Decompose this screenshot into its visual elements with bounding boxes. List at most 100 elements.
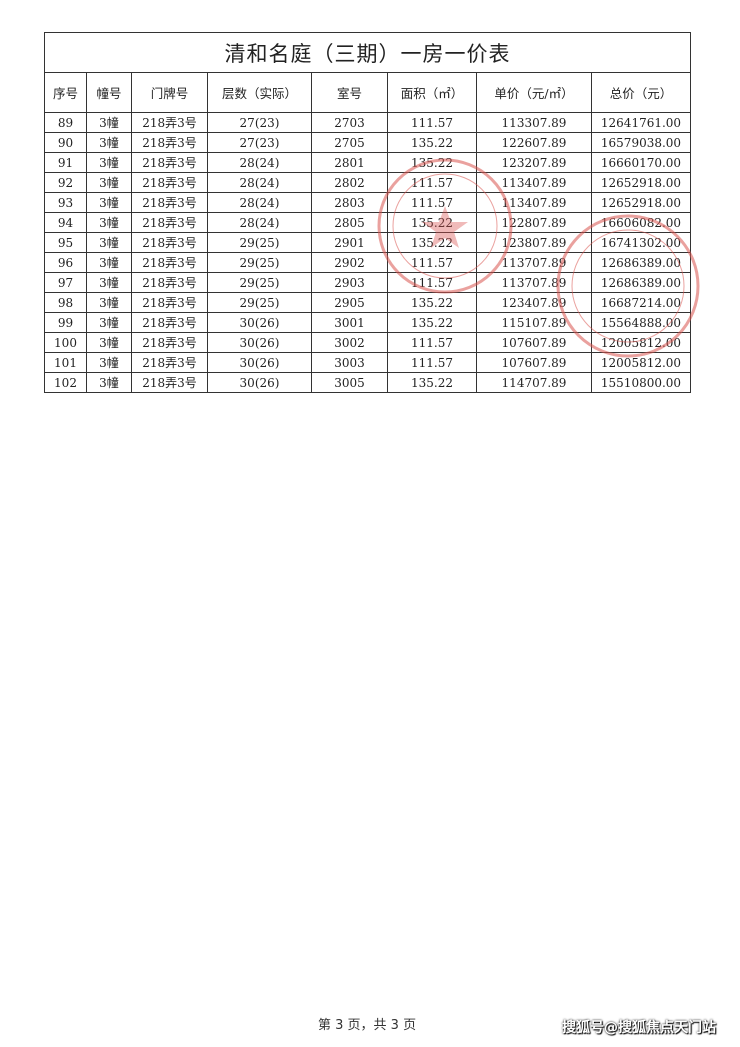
table-cell: 113707.89 bbox=[476, 252, 592, 273]
table-cell: 12005812.00 bbox=[591, 352, 691, 373]
table-cell: 3幢 bbox=[86, 232, 132, 253]
table-cell: 218弄3号 bbox=[131, 292, 208, 313]
table-cell: 16741302.00 bbox=[591, 232, 691, 253]
table-cell: 111.57 bbox=[387, 332, 477, 353]
table-cell: 3幢 bbox=[86, 152, 132, 173]
table-row: 100 3幢 218弄3号 30(26) 3002 111.57 107607.89 1200… bbox=[44, 332, 691, 353]
table-cell: 218弄3号 bbox=[131, 272, 208, 293]
table-row: 90 3幢 218弄3号 27(23) 2705 135.22 122607.89 16579… bbox=[44, 132, 691, 153]
column-header: 总价（元） bbox=[591, 72, 691, 113]
table-cell: 218弄3号 bbox=[131, 252, 208, 273]
table-row: 96 3幢 218弄3号 29(25) 2902 111.57 113707.89 12686… bbox=[44, 252, 691, 273]
table-cell: 3幢 bbox=[86, 192, 132, 213]
table-cell: 30(26) bbox=[207, 332, 312, 353]
table-cell: 15510800.00 bbox=[591, 372, 691, 393]
table-row: 92 3幢 218弄3号 28(24) 2802 111.57 113407.89 12652… bbox=[44, 172, 691, 193]
table-cell: 95 bbox=[44, 232, 87, 253]
table-cell: 16579038.00 bbox=[591, 132, 691, 153]
table-row: 101 3幢 218弄3号 30(26) 3003 111.57 107607.89 1200… bbox=[44, 352, 691, 373]
table-cell: 111.57 bbox=[387, 252, 477, 273]
table-cell: 16606082.00 bbox=[591, 212, 691, 233]
table-cell: 135.22 bbox=[387, 232, 477, 253]
column-header: 序号 bbox=[44, 72, 87, 113]
table-cell: 123807.89 bbox=[476, 232, 592, 253]
table-cell: 113407.89 bbox=[476, 172, 592, 193]
table-cell: 107607.89 bbox=[476, 332, 592, 353]
table-cell: 29(25) bbox=[207, 292, 312, 313]
table-cell: 12005812.00 bbox=[591, 332, 691, 353]
table-cell: 2805 bbox=[311, 212, 388, 233]
table-cell: 16660170.00 bbox=[591, 152, 691, 173]
table-cell: 102 bbox=[44, 372, 87, 393]
table-cell: 29(25) bbox=[207, 232, 312, 253]
table-cell: 89 bbox=[44, 112, 87, 133]
table-cell: 28(24) bbox=[207, 212, 312, 233]
table-cell: 135.22 bbox=[387, 212, 477, 233]
table-row: 102 3幢 218弄3号 30(26) 3005 135.22 114707.89 1551… bbox=[44, 372, 691, 393]
column-header: 单价（元/㎡） bbox=[476, 72, 592, 113]
table-cell: 218弄3号 bbox=[131, 172, 208, 193]
table-cell: 12641761.00 bbox=[591, 112, 691, 133]
watermark: 搜狐号@搜狐焦点天门站 bbox=[562, 1020, 716, 1036]
table-cell: 111.57 bbox=[387, 192, 477, 213]
table-cell: 218弄3号 bbox=[131, 112, 208, 133]
table-cell: 3005 bbox=[311, 372, 388, 393]
table-cell: 3001 bbox=[311, 312, 388, 333]
table-cell: 113707.89 bbox=[476, 272, 592, 293]
table-row: 98 3幢 218弄3号 29(25) 2905 135.22 123407.89 16687… bbox=[44, 292, 691, 313]
table-cell: 114707.89 bbox=[476, 372, 592, 393]
table-cell: 135.22 bbox=[387, 292, 477, 313]
table-cell: 90 bbox=[44, 132, 87, 153]
table-cell: 3幢 bbox=[86, 172, 132, 193]
table-cell: 2901 bbox=[311, 232, 388, 253]
table-cell: 218弄3号 bbox=[131, 192, 208, 213]
table-cell: 93 bbox=[44, 192, 87, 213]
table-cell: 27(23) bbox=[207, 132, 312, 153]
table-cell: 218弄3号 bbox=[131, 152, 208, 173]
table-cell: 218弄3号 bbox=[131, 132, 208, 153]
table-cell: 98 bbox=[44, 292, 87, 313]
table-cell: 3幢 bbox=[86, 292, 132, 313]
table-cell: 3幢 bbox=[86, 332, 132, 353]
table-row: 89 3幢 218弄3号 27(23) 2703 111.57 113307.89 12641… bbox=[44, 112, 691, 133]
table-cell: 30(26) bbox=[207, 372, 312, 393]
table-cell: 92 bbox=[44, 172, 87, 193]
table-cell: 2801 bbox=[311, 152, 388, 173]
table-cell: 3幢 bbox=[86, 312, 132, 333]
table-row: 95 3幢 218弄3号 29(25) 2901 135.22 123807.89 16741… bbox=[44, 232, 691, 253]
table-row: 97 3幢 218弄3号 29(25) 2903 111.57 113707.89 12686… bbox=[44, 272, 691, 293]
table-cell: 27(23) bbox=[207, 112, 312, 133]
table-cell: 3幢 bbox=[86, 272, 132, 293]
table-cell: 100 bbox=[44, 332, 87, 353]
table-cell: 101 bbox=[44, 352, 87, 373]
table-cell: 3002 bbox=[311, 332, 388, 353]
table-cell: 135.22 bbox=[387, 132, 477, 153]
table-cell: 111.57 bbox=[387, 172, 477, 193]
table-cell: 218弄3号 bbox=[131, 232, 208, 253]
column-header: 幢号 bbox=[86, 72, 132, 113]
column-header: 室号 bbox=[311, 72, 388, 113]
table-cell: 123407.89 bbox=[476, 292, 592, 313]
table-cell: 218弄3号 bbox=[131, 372, 208, 393]
table-cell: 113307.89 bbox=[476, 112, 592, 133]
table-cell: 123207.89 bbox=[476, 152, 592, 173]
table-cell: 107607.89 bbox=[476, 352, 592, 373]
table-cell: 218弄3号 bbox=[131, 312, 208, 333]
column-header: 面积（㎡） bbox=[387, 72, 477, 113]
table-cell: 12652918.00 bbox=[591, 192, 691, 213]
table-cell: 91 bbox=[44, 152, 87, 173]
table-cell: 2703 bbox=[311, 112, 388, 133]
table-cell: 122607.89 bbox=[476, 132, 592, 153]
table-cell: 3幢 bbox=[86, 372, 132, 393]
table-cell: 111.57 bbox=[387, 272, 477, 293]
column-header: 层数（实际） bbox=[207, 72, 312, 113]
table-cell: 29(25) bbox=[207, 272, 312, 293]
table-cell: 3幢 bbox=[86, 212, 132, 233]
table-cell: 135.22 bbox=[387, 372, 477, 393]
table-cell: 2902 bbox=[311, 252, 388, 273]
table-cell: 28(24) bbox=[207, 172, 312, 193]
table-cell: 12652918.00 bbox=[591, 172, 691, 193]
table-cell: 3幢 bbox=[86, 112, 132, 133]
table-cell: 2803 bbox=[311, 192, 388, 213]
table-cell: 3幢 bbox=[86, 352, 132, 373]
